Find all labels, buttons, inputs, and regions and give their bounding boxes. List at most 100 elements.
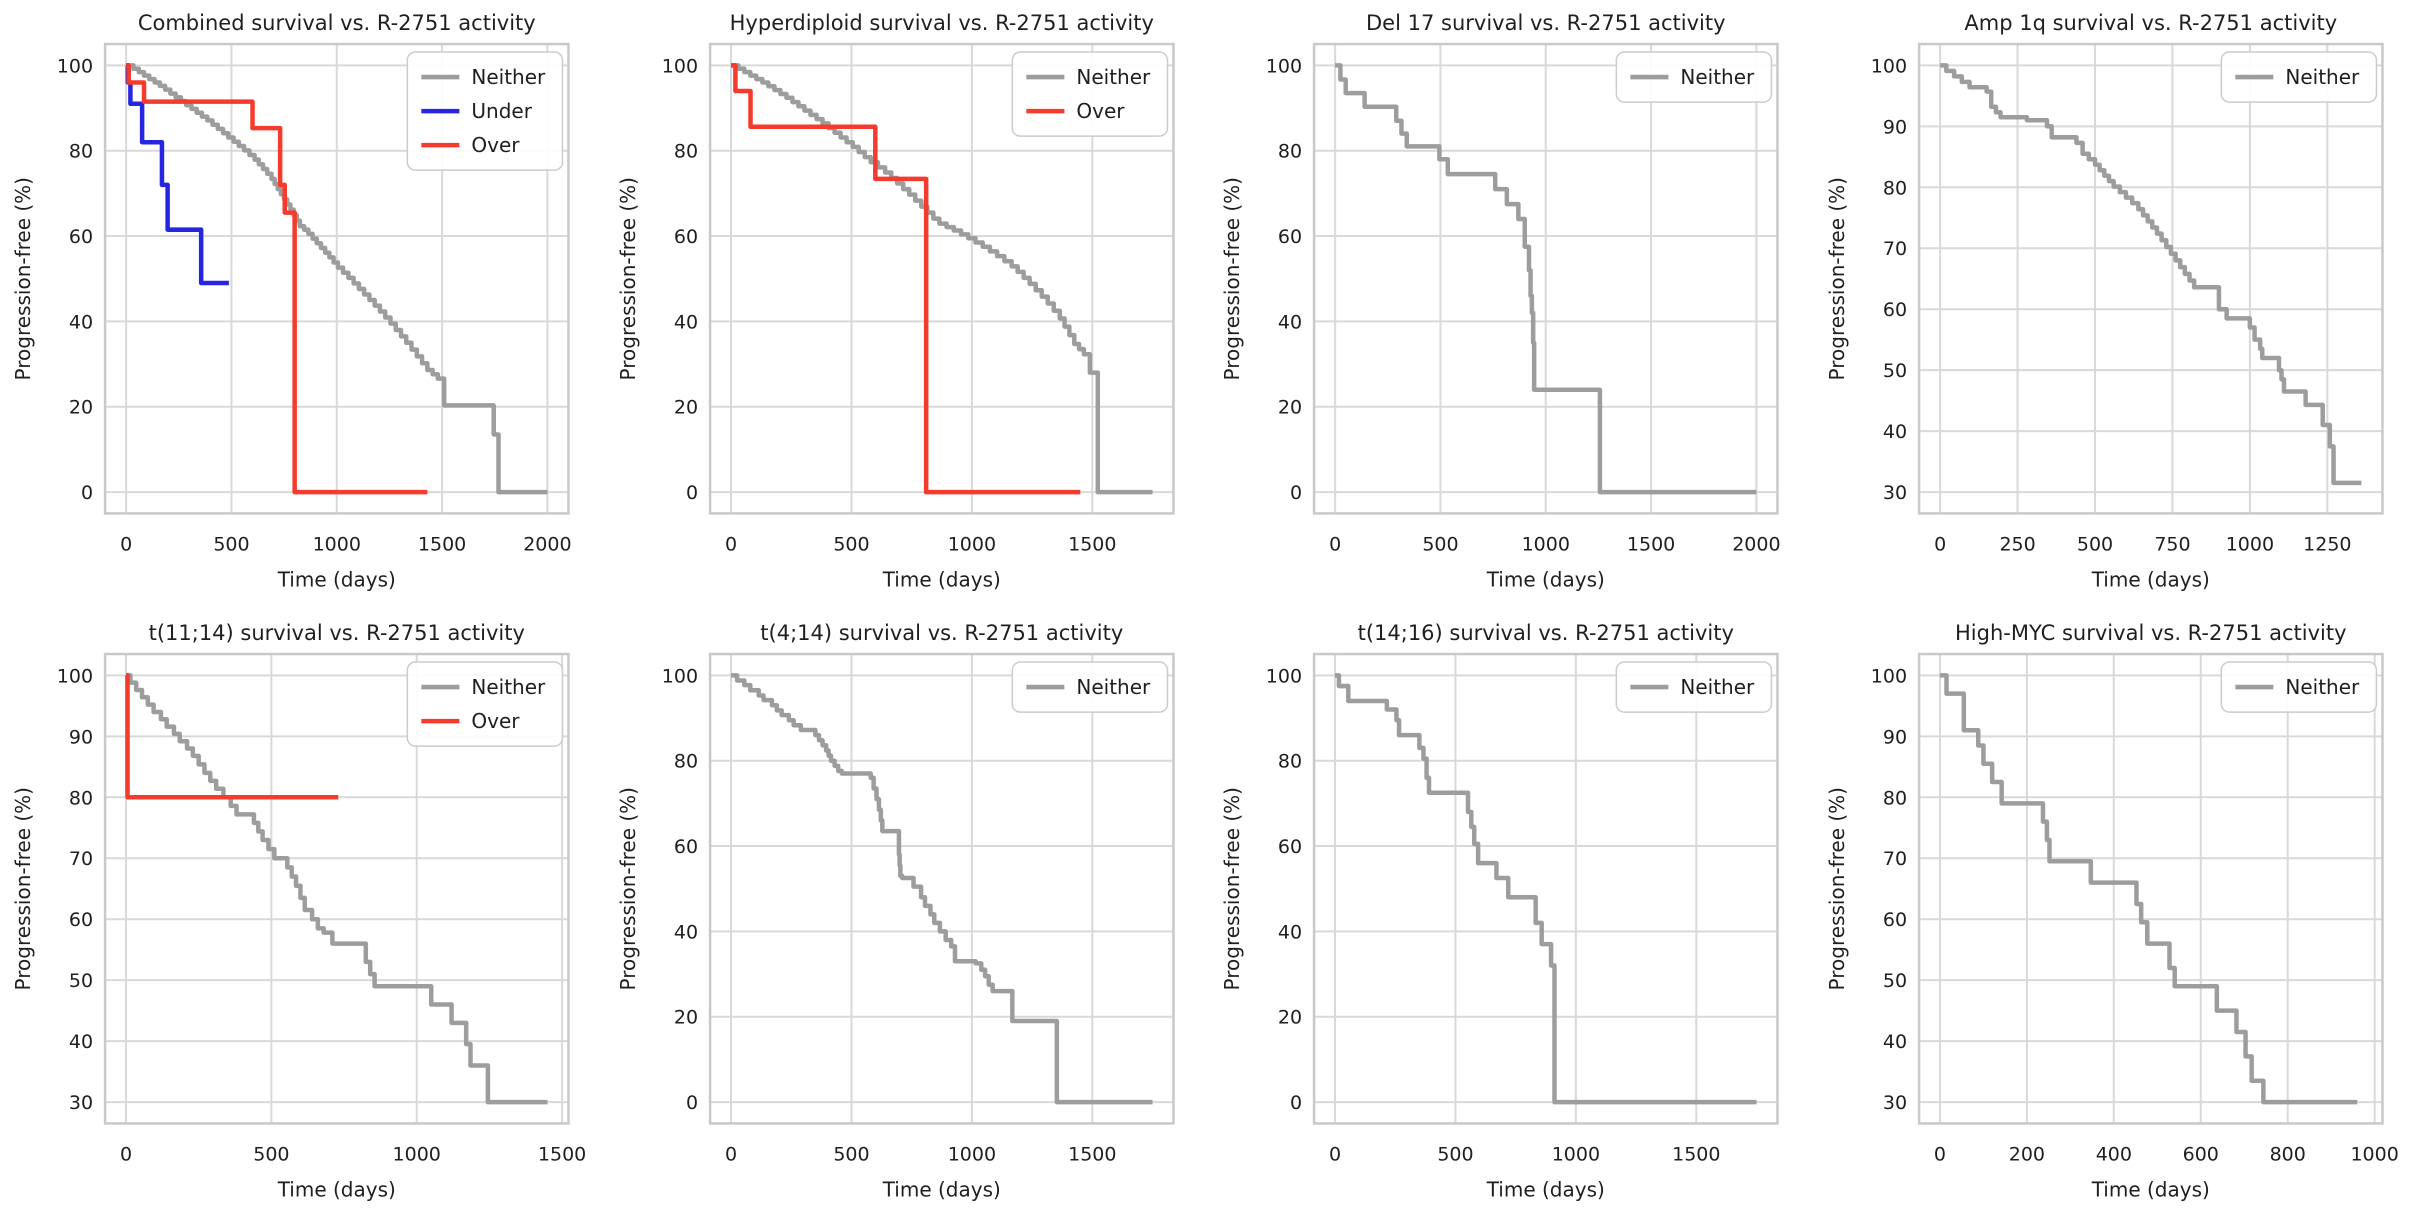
y-tick-label: 40 [1882,421,1906,443]
chart-title: t(4;14) survival vs. R-2751 activity [760,620,1123,645]
legend: Neither [2221,662,2376,712]
x-tick-label: 0 [120,533,132,555]
legend-label-neither: Neither [1076,65,1151,89]
legend: Neither [2221,52,2376,102]
y-tick-label: 0 [1290,1092,1302,1114]
y-tick-label: 40 [673,921,697,943]
y-tick-label: 100 [661,55,697,77]
x-tick-label: 1000 [393,1143,441,1165]
chart-title: t(14;16) survival vs. R-2751 activity [1358,620,1734,645]
x-tick-label: 1500 [1068,533,1116,555]
y-tick-label: 80 [673,141,697,163]
y-tick-label: 90 [1882,726,1906,748]
y-tick-label: 100 [57,665,93,687]
x-tick-label: 1250 [2303,533,2351,555]
x-tick-label: 1000 [947,1143,995,1165]
y-tick-label: 40 [69,311,93,333]
y-axis-label: Progression-free (%) [1220,787,1244,990]
y-tick-label: 80 [673,750,697,772]
y-tick-label: 20 [69,397,93,419]
x-tick-label: 0 [724,533,736,555]
chart-t11-14-plot: t(11;14) survival vs. R-2751 activityTim… [0,610,605,1219]
y-tick-label: 80 [1882,787,1906,809]
y-tick-label: 60 [1882,299,1906,321]
x-axis-label: Time (days) [2090,567,2209,591]
y-tick-label: 20 [1278,397,1302,419]
x-tick-label: 1000 [2350,1143,2398,1165]
y-tick-label: 0 [81,482,93,504]
chart-title: Combined survival vs. R-2751 activity [138,10,536,35]
y-axis-label: Progression-free (%) [616,787,640,990]
x-tick-label: 500 [253,1143,289,1165]
y-tick-label: 40 [1278,311,1302,333]
legend-label-neither: Neither [1680,675,1755,699]
x-tick-label: 1000 [1552,1143,1600,1165]
y-tick-label: 60 [673,226,697,248]
legend-label-neither: Neither [1076,675,1151,699]
y-tick-label: 70 [1882,238,1906,260]
x-tick-label: 500 [1437,1143,1473,1165]
x-tick-label: 750 [2154,533,2190,555]
y-tick-label: 60 [69,226,93,248]
x-tick-label: 1500 [1068,1143,1116,1165]
x-tick-label: 1500 [1627,533,1675,555]
x-tick-label: 1500 [1672,1143,1720,1165]
y-tick-label: 70 [1882,848,1906,870]
y-axis-label: Progression-free (%) [1825,787,1849,990]
x-tick-label: 1000 [947,533,995,555]
x-tick-label: 1000 [1522,533,1570,555]
legend: Neither [1616,662,1771,712]
y-axis-label: Progression-free (%) [616,177,640,380]
chart-combined-plot: Combined survival vs. R-2751 activityTim… [0,0,605,610]
x-tick-label: 250 [1999,533,2035,555]
x-tick-label: 1500 [538,1143,586,1165]
legend-label-over: Over [471,709,520,733]
y-tick-label: 60 [1278,836,1302,858]
x-tick-label: 0 [1934,533,1946,555]
x-axis-label: Time (days) [1486,567,1605,591]
x-tick-label: 500 [213,533,249,555]
x-tick-label: 0 [1933,1143,1945,1165]
y-axis-label: Progression-free (%) [11,787,35,990]
legend-label-neither: Neither [471,675,546,699]
y-tick-label: 30 [1882,1092,1906,1114]
y-tick-label: 60 [1278,226,1302,248]
chart-title: Amp 1q survival vs. R-2751 activity [1964,10,2337,35]
legend: Neither [1012,662,1167,712]
y-tick-label: 80 [69,141,93,163]
x-tick-label: 0 [724,1143,736,1165]
x-tick-label: 200 [2008,1143,2044,1165]
chart-title: t(11;14) survival vs. R-2751 activity [149,620,525,645]
y-tick-label: 0 [685,1092,697,1114]
x-tick-label: 800 [2269,1143,2305,1165]
x-tick-label: 0 [1329,1143,1341,1165]
y-tick-label: 100 [661,665,697,687]
y-tick-label: 40 [1882,1031,1906,1053]
y-tick-label: 20 [673,397,697,419]
chart-t14-16-plot: t(14;16) survival vs. R-2751 activityTim… [1209,610,1814,1219]
x-tick-label: 500 [2076,533,2112,555]
chart-high-myc-plot: High-MYC survival vs. R-2751 activityTim… [1814,610,2418,1219]
x-tick-label: 600 [2182,1143,2218,1165]
y-axis-label: Progression-free (%) [1220,177,1244,380]
chart-t4-14-plot: t(4;14) survival vs. R-2751 activityTime… [605,610,1210,1219]
chart-amp1q: Amp 1q survival vs. R-2751 activity Time … [1814,0,2418,610]
x-tick-label: 500 [833,1143,869,1165]
legend-label-neither: Neither [1680,65,1755,89]
x-tick-label: 1500 [418,533,466,555]
x-tick-label: 0 [1329,533,1341,555]
y-tick-label: 90 [1882,116,1906,138]
chart-amp1q-plot: Amp 1q survival vs. R-2751 activity Time … [1814,0,2418,610]
y-tick-label: 20 [673,1006,697,1028]
chart-hyperdiploid-plot: Hyperdiploid survival vs. R-2751 activit… [605,0,1210,610]
legend: Neither Over [407,662,562,746]
y-tick-label: 20 [1278,1006,1302,1028]
legend: Neither [1616,52,1771,102]
y-tick-label: 100 [1266,665,1302,687]
y-tick-label: 60 [69,909,93,931]
